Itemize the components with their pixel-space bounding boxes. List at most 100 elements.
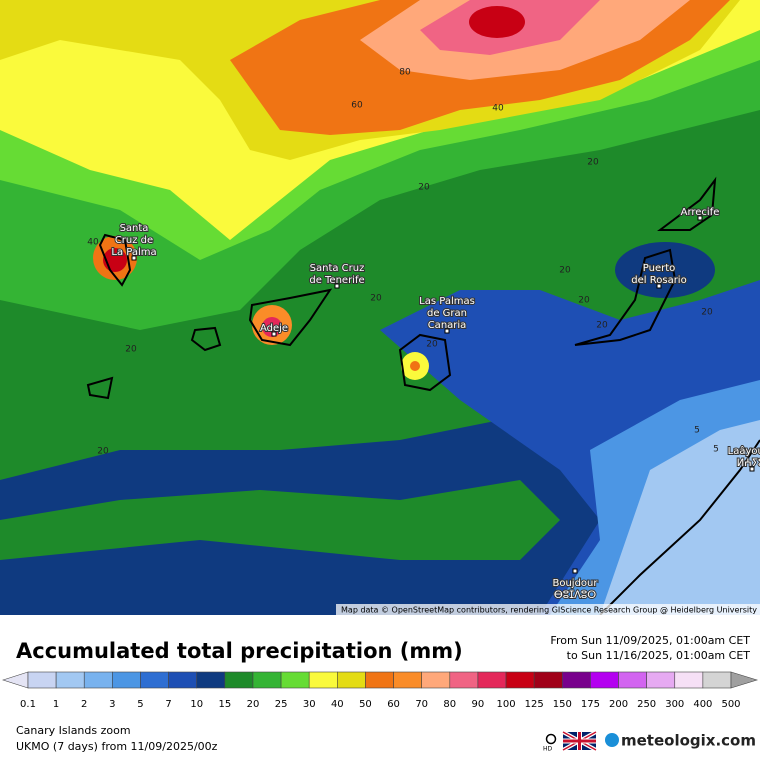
legend-swatch: [140, 671, 169, 689]
legend-swatch: [505, 671, 535, 689]
legend-label: 30: [303, 699, 316, 710]
contour-label: 40: [492, 104, 504, 114]
legend-label: 90: [472, 699, 485, 710]
legend-label: 100: [496, 699, 515, 710]
place-marker: [697, 215, 703, 221]
contour-label: 20: [370, 294, 382, 304]
period-from: From Sun 11/09/2025, 01:00am CET: [550, 634, 750, 647]
legend-swatch: [393, 671, 422, 689]
place-label: La Palma: [111, 247, 156, 258]
legend-label: 40: [331, 699, 344, 710]
place-label: Laâyoune: [728, 445, 760, 457]
legend-swatch: [590, 671, 619, 689]
contour-label: 60: [351, 101, 363, 111]
place-label: Canaria: [428, 320, 467, 331]
contour-label: 20: [125, 345, 137, 355]
legend-label: 70: [415, 699, 428, 710]
uk-flag[interactable]: [562, 730, 597, 752]
legend-arrow-high: [730, 671, 759, 689]
contour-label: 20: [97, 447, 109, 457]
place-label: Santa Cruz: [310, 263, 365, 274]
place-label: Cruz de: [115, 235, 153, 246]
legend-swatch: [337, 671, 366, 689]
place-marker: [749, 466, 755, 472]
place-label: ⵍⵄⵢⵓⵏ: [737, 458, 760, 469]
legend-swatch: [477, 671, 507, 689]
contour-label: 20: [596, 321, 608, 331]
place-marker: [572, 568, 578, 574]
place-label: Puerto: [643, 263, 676, 274]
legend-swatch: [112, 671, 141, 689]
legend-label: 125: [525, 699, 544, 710]
legend-swatch: [618, 671, 647, 689]
legend-label: 3: [109, 699, 115, 710]
brand-logo: [605, 733, 619, 747]
attribution: Map data © OpenStreetMap contributors, r…: [341, 606, 757, 615]
legend-swatch: [280, 671, 310, 689]
coastlines: [86, 176, 760, 616]
legend-swatch: [224, 671, 254, 689]
place-label: Arrecife: [681, 207, 720, 218]
legend-swatch: [674, 671, 704, 689]
legend-label: 5: [137, 699, 143, 710]
field: [410, 361, 420, 371]
field: [0, 480, 560, 560]
place-label: Santa: [120, 223, 149, 234]
legend-swatch: [55, 671, 85, 689]
period-to: to Sun 11/16/2025, 01:00am CET: [567, 649, 751, 662]
place-label: de Gran: [427, 308, 467, 319]
contour-label: 20: [426, 340, 438, 350]
region: Canary Islands zoom: [16, 724, 131, 737]
legend-swatch: [168, 671, 198, 689]
contour-label: 20: [587, 158, 599, 168]
legend-label: 25: [275, 699, 288, 710]
legend-swatch: [646, 671, 676, 689]
legend-label: 300: [665, 699, 684, 710]
legend-label: 500: [721, 699, 740, 710]
contour-label: 20: [701, 308, 713, 318]
field: [615, 242, 715, 298]
place-marker: [334, 283, 340, 289]
place-label: Las Palmas: [419, 296, 475, 307]
place-marker: [656, 283, 662, 289]
place-label: ⴱⵓⵊⴷⵓⵔ: [554, 590, 596, 601]
legend-label: 15: [218, 699, 231, 710]
place-marker: [444, 328, 450, 334]
legend-label: 0.1: [20, 699, 36, 710]
legend-label: 20: [247, 699, 260, 710]
place-marker: [131, 255, 137, 261]
legend-title: Accumulated total precipitation (mm): [16, 639, 463, 663]
legend-label: 2: [81, 699, 87, 710]
legend-label: 50: [359, 699, 372, 710]
legend-label: 10: [190, 699, 203, 710]
model-run: UKMO (7 days) from 11/09/2025/00z: [16, 740, 218, 753]
brand[interactable]: meteologix.com: [621, 732, 756, 750]
legend-swatch: [365, 671, 394, 689]
legend-swatch: [561, 671, 591, 689]
place-marker: [271, 331, 277, 337]
attribution-bg: [336, 604, 760, 615]
hd-label: HD: [543, 746, 553, 753]
field: [600, 420, 760, 615]
legend-swatch: [196, 671, 226, 689]
place-label: del Rosario: [631, 275, 686, 286]
place-label: de Tenerife: [309, 275, 364, 286]
contour-label: 5: [713, 445, 719, 455]
contour-label: 20: [418, 183, 430, 193]
place-label: Boujdour: [552, 578, 598, 589]
legend-swatch: [533, 671, 563, 689]
legend-label: 175: [581, 699, 600, 710]
legend-swatch: [27, 671, 57, 689]
field: [469, 6, 525, 38]
legend-label: 60: [387, 699, 400, 710]
legend-label: 150: [553, 699, 572, 710]
legend-swatch: [449, 671, 479, 689]
search-icon[interactable]: [545, 733, 557, 745]
place-label: Adeje: [260, 323, 288, 334]
legend-swatch: [308, 671, 338, 689]
legend-swatch: [83, 671, 113, 689]
legend-label: 400: [693, 699, 712, 710]
